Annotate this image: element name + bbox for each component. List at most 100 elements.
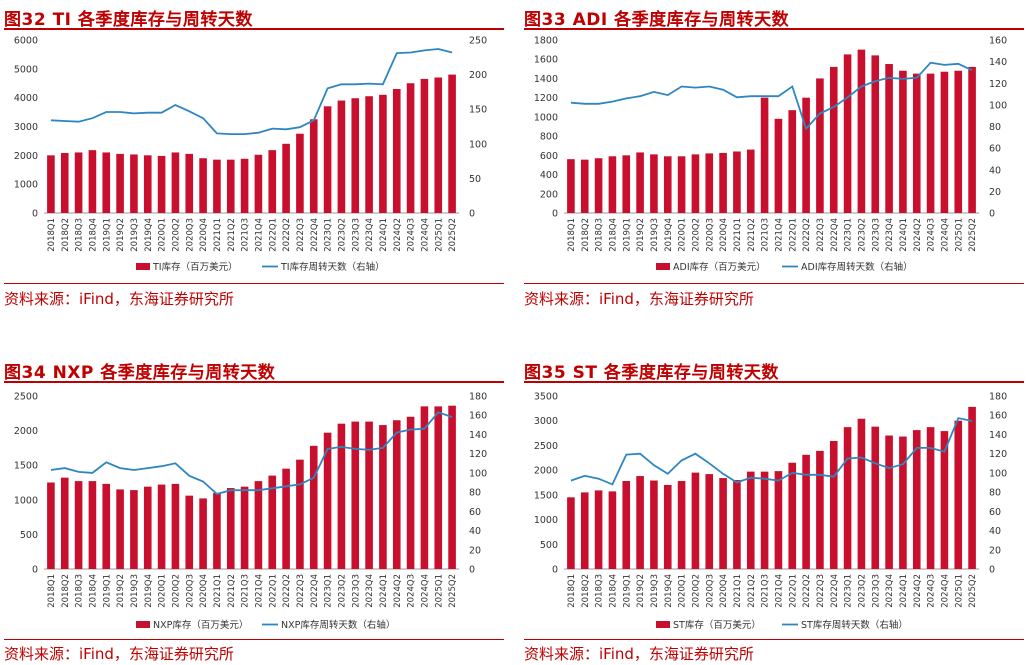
x-tick-label: 2020Q3 bbox=[705, 574, 715, 608]
bar bbox=[102, 483, 111, 569]
chart-svg: 0 500 1000 1500 2000 2500 0 20 40 60 80 100 120 140 16… bbox=[14, 392, 487, 632]
x-tick-label: 2020Q2 bbox=[691, 574, 701, 608]
bar bbox=[226, 488, 235, 569]
bar bbox=[74, 152, 83, 213]
bar bbox=[309, 119, 318, 213]
bar bbox=[788, 462, 797, 569]
bar bbox=[365, 96, 373, 213]
y-tick-left: 1000 bbox=[14, 180, 38, 191]
bar bbox=[705, 153, 714, 213]
y-tick-right: 100 bbox=[469, 468, 487, 479]
y-tick-right: 160 bbox=[989, 36, 1007, 47]
bar bbox=[434, 77, 443, 213]
bar bbox=[746, 471, 755, 569]
chart-svg: 0 1000 2000 3000 4000 5000 6000 0 50 100 150 200 250… bbox=[14, 36, 487, 274]
y-tick-left: 1200 bbox=[534, 93, 558, 104]
legend-label: NXP库存（百万美元） bbox=[153, 619, 248, 631]
legend-swatch-bar bbox=[656, 621, 670, 628]
bar bbox=[857, 49, 866, 213]
x-tick-label: 2023Q4 bbox=[885, 574, 895, 608]
x-tick-label: 2022Q1 bbox=[268, 218, 278, 252]
bar bbox=[746, 149, 755, 213]
bar bbox=[199, 158, 207, 213]
bar bbox=[926, 427, 935, 569]
bar bbox=[816, 450, 824, 569]
bar bbox=[213, 159, 221, 213]
x-tick-label: 2023Q1 bbox=[324, 218, 334, 252]
y-tick-right: 60 bbox=[989, 507, 1001, 518]
x-tick-label: 2020Q4 bbox=[719, 574, 729, 608]
x-tick-label: 2020Q2 bbox=[171, 574, 181, 608]
x-tick-label: 2023Q2 bbox=[857, 218, 867, 252]
bar bbox=[594, 490, 603, 569]
y-tick-right: 80 bbox=[469, 488, 481, 499]
x-tick-label: 2024Q2 bbox=[913, 574, 923, 608]
y-tick-left: 1000 bbox=[14, 495, 38, 506]
bar bbox=[802, 97, 810, 213]
x-tick-label: 2024Q1 bbox=[899, 574, 909, 608]
source-rule bbox=[524, 283, 1024, 284]
source-text: 资料来源：iFind，东海证券研究所 bbox=[524, 645, 754, 663]
x-tick-label: 2023Q1 bbox=[324, 574, 334, 608]
x-tick-label: 2021Q3 bbox=[761, 574, 771, 608]
y-tick-left: 3500 bbox=[534, 392, 558, 403]
x-tick-label: 2022Q1 bbox=[788, 218, 798, 252]
x-tick-label: 2020Q4 bbox=[199, 574, 209, 608]
bar bbox=[130, 154, 138, 213]
y-tick-right: 140 bbox=[469, 430, 487, 441]
x-tick-label: 2024Q4 bbox=[420, 574, 430, 608]
y-tick-left: 1600 bbox=[534, 55, 558, 66]
y-tick-left: 500 bbox=[20, 530, 38, 541]
bar bbox=[185, 495, 194, 569]
bar bbox=[719, 478, 727, 569]
y-tick-left: 1400 bbox=[534, 74, 558, 85]
bar bbox=[954, 420, 963, 569]
bar bbox=[968, 66, 976, 214]
x-tick-label: 2022Q1 bbox=[788, 574, 798, 608]
y-tick-left: 2000 bbox=[534, 466, 558, 477]
bar bbox=[323, 432, 332, 569]
x-tick-label: 2020Q4 bbox=[199, 218, 209, 252]
bar bbox=[580, 492, 589, 569]
y-tick-right: 120 bbox=[989, 449, 1007, 460]
x-tick-label: 2025Q2 bbox=[968, 574, 978, 608]
x-tick-label: 2024Q3 bbox=[407, 218, 417, 252]
bar bbox=[940, 431, 949, 569]
bar bbox=[719, 152, 727, 213]
y-tick-right: 180 bbox=[469, 392, 487, 403]
bar bbox=[733, 151, 741, 213]
x-tick-label: 2023Q3 bbox=[871, 218, 881, 252]
chart-panel-nxp: 图34 NXP 各季度库存与周转天数 0 500 1000 1500 2000 2500 0… bbox=[4, 355, 504, 665]
y-tick-right: 50 bbox=[469, 174, 481, 185]
y-tick-right: 80 bbox=[989, 122, 1001, 133]
bar bbox=[622, 155, 631, 213]
bar bbox=[309, 445, 318, 569]
x-tick-label: 2018Q3 bbox=[595, 574, 605, 608]
bar bbox=[677, 481, 686, 569]
x-tick-label: 2021Q2 bbox=[747, 218, 757, 252]
x-tick-label: 2018Q4 bbox=[88, 218, 98, 252]
x-tick-label: 2023Q1 bbox=[844, 218, 854, 252]
bar bbox=[185, 153, 194, 213]
bar bbox=[392, 420, 401, 569]
bar bbox=[434, 406, 443, 569]
x-tick-label: 2019Q4 bbox=[144, 574, 154, 608]
bar bbox=[420, 78, 429, 213]
y-tick-right: 100 bbox=[989, 468, 1007, 479]
x-tick-label: 2022Q4 bbox=[310, 574, 320, 608]
x-tick-label: 2018Q3 bbox=[595, 218, 605, 252]
x-tick-label: 2024Q4 bbox=[940, 218, 950, 252]
x-tick-label: 2022Q2 bbox=[282, 574, 292, 608]
bar bbox=[379, 94, 387, 213]
bar bbox=[663, 156, 672, 213]
x-tick-label: 2020Q2 bbox=[171, 218, 181, 252]
x-tick-label: 2021Q3 bbox=[761, 218, 771, 252]
legend-swatch-bar bbox=[136, 263, 150, 270]
y-tick-right: 40 bbox=[989, 165, 1001, 176]
bar bbox=[254, 481, 263, 569]
x-tick-label: 2021Q2 bbox=[747, 574, 757, 608]
bar bbox=[829, 66, 838, 214]
x-tick-label: 2019Q4 bbox=[144, 218, 154, 252]
y-tick-right: 150 bbox=[469, 105, 487, 116]
source-rule bbox=[4, 639, 504, 640]
